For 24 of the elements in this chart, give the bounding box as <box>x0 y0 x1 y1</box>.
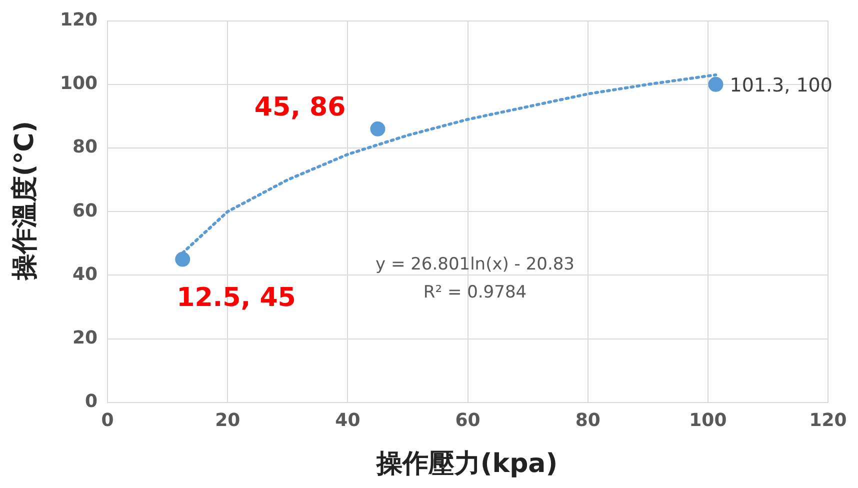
y-axis-title: 操作溫度(℃) <box>10 120 42 280</box>
point <box>175 252 190 267</box>
x-tick-label: 0 <box>101 410 114 431</box>
x-axis-title: 操作壓力(kpa) <box>374 448 559 481</box>
x-tick-label: 60 <box>455 410 480 431</box>
y-tick-label: 0 <box>85 391 98 412</box>
data-label: 101.3, 100 <box>730 74 832 96</box>
x-tick-label: 100 <box>689 410 727 431</box>
point <box>708 76 724 92</box>
y-tick-label: 20 <box>72 327 98 348</box>
y-tick-label: 40 <box>72 264 98 285</box>
x-tick-label: 20 <box>215 410 240 431</box>
x-tick-label: 80 <box>575 410 600 431</box>
annotation: 45, 86 <box>254 92 346 123</box>
y-tick-label: 120 <box>60 9 98 30</box>
point <box>370 121 386 136</box>
y-tick-label: 60 <box>72 200 98 222</box>
y-tick-label: 100 <box>60 73 98 94</box>
annotation: 12.5, 45 <box>176 283 296 314</box>
y-tick-label: 80 <box>72 136 98 158</box>
x-tick-label: 120 <box>809 410 847 431</box>
annotation: R² = 0.9784 <box>423 282 527 302</box>
x-tick-label: 40 <box>335 410 360 431</box>
annotation: y = 26.801ln(x) - 20.83 <box>375 254 575 274</box>
